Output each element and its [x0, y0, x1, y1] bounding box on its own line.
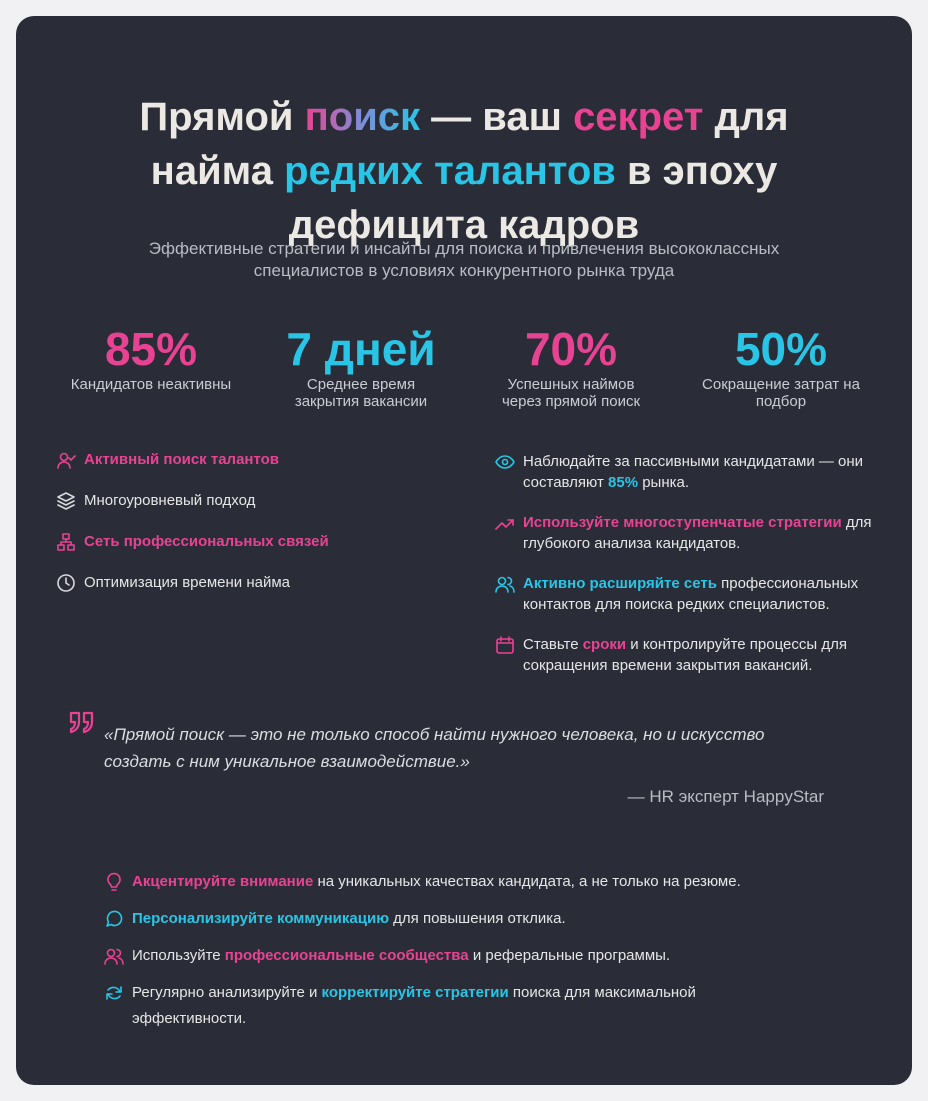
icon: [106, 986, 122, 1000]
item-text: Оптимизация времени найма: [84, 573, 290, 593]
stat-value: 70%: [524, 323, 618, 375]
text: Регулярно анализируйте и: [132, 984, 322, 1001]
text: Наблюдайте за пассивными кандидатами — о…: [523, 453, 864, 491]
stat-value: 7 дней: [286, 323, 436, 375]
item-text: Используйте многоступенчатые стратегии д…: [523, 512, 875, 554]
list-item: Наблюдайте за пассивными кандидатами — о…: [495, 451, 875, 493]
item-text: Акцентируйте внимание на уникальных каче…: [132, 869, 741, 895]
icon: [495, 455, 515, 469]
text: Оптимизация времени найма: [84, 574, 291, 591]
stat: 70% Успешных наймов через прямой поиск: [466, 322, 676, 410]
list-item: Персонализируйте коммуникацию для повыше…: [104, 906, 804, 932]
quote-text: «Прямой поиск — это не только способ най…: [104, 725, 765, 771]
text: и контролируйте процессы для сокращения …: [523, 636, 847, 674]
text: рынка.: [638, 474, 690, 491]
item-text: Многоуровневый подход: [84, 491, 255, 511]
list-item: Многоуровневый подход: [56, 491, 456, 511]
icon: [104, 948, 124, 965]
text: Многоуровневый подход: [84, 492, 256, 509]
title: Прямой поиск — ваш секрет для найма редк…: [104, 90, 824, 252]
icon: [106, 910, 123, 927]
list-item: Используйте многоступенчатые стратегии д…: [495, 512, 875, 554]
stat-label: Среднее время закрытия вакансии: [294, 376, 428, 410]
highlight: Активно расширяйте сеть: [523, 575, 717, 592]
text: — ваш: [420, 95, 574, 139]
text: на уникальных качествах кандидата, а не …: [313, 873, 741, 890]
item-text: Персонализируйте коммуникацию для повыше…: [132, 906, 566, 932]
list-item: Оптимизация времени найма: [56, 573, 456, 593]
stat-label: Кандидатов неактивны: [70, 376, 232, 393]
feature-list: Активный поиск талантов Многоуровневый по…: [56, 450, 456, 614]
stat-label: Успешных наймов через прямой поиск: [501, 376, 641, 410]
icon: [57, 574, 75, 592]
stat-value: 85%: [104, 323, 198, 375]
highlight: профессиональные сообщества: [224, 947, 469, 964]
stat: 85% Кандидатов неактивны: [46, 322, 256, 410]
item-text: Наблюдайте за пассивными кандидатами — о…: [523, 451, 875, 493]
subtitle: Эффективные стратегии и инсайты для поис…: [148, 239, 780, 280]
item-text: Активный поиск талантов: [84, 450, 279, 470]
stat-value: 50%: [734, 323, 828, 375]
icon: [495, 576, 515, 593]
item-text: Сеть профессиональных связей: [84, 532, 329, 552]
item-text: Регулярно анализируйте и корректируйте с…: [132, 980, 804, 1032]
text: профессиональных контактов для поиска ре…: [523, 575, 859, 613]
highlight: Используйте многоступенчатые стратегии: [523, 514, 842, 531]
stat-label: Сокращение затрат на подбор: [702, 376, 860, 410]
highlight: редких талантов: [284, 149, 616, 193]
text: для повышения отклика.: [389, 910, 566, 927]
quote-icon: [69, 711, 94, 734]
list-item: Используйте профессиональные сообщества …: [104, 943, 804, 969]
list-item: Сеть профессиональных связей: [56, 532, 456, 552]
item-text: Активно расширяйте сеть профессиональных…: [523, 573, 875, 615]
highlight: Сеть профессиональных связей: [84, 533, 329, 550]
icon: [57, 492, 75, 510]
stat: 50% Сокращение затрат на подбор: [676, 322, 886, 410]
tips-list: Акцентируйте внимание на уникальных каче…: [104, 869, 804, 1043]
insight-list: Наблюдайте за пассивными кандидатами — о…: [495, 451, 875, 695]
highlight: сроки: [582, 636, 627, 653]
text: поиска для максимальной эффективности.: [132, 984, 696, 1027]
stat: 7 дней Среднее время закрытия вакансии: [256, 322, 466, 410]
text: для найма: [150, 95, 789, 193]
text: в эпоху дефицита кадров: [288, 149, 778, 247]
icon: [57, 533, 75, 551]
highlight: Персонализируйте коммуникацию: [132, 910, 389, 927]
list-item: Акцентируйте внимание на уникальных каче…: [104, 869, 804, 895]
highlight: Активный поиск талантов: [84, 451, 279, 468]
highlight: секрет: [573, 95, 704, 139]
text: Ставьте: [523, 636, 583, 653]
text: для глубокого анализа кандидатов.: [523, 514, 872, 552]
list-item: Ставьте сроки и контролируйте процессы д…: [495, 634, 875, 676]
highlight: 85%: [608, 474, 639, 491]
icon: [495, 519, 514, 530]
icon: [57, 452, 76, 469]
list-item: Регулярно анализируйте и корректируйте с…: [104, 980, 804, 1032]
item-text: Используйте профессиональные сообщества …: [132, 943, 670, 969]
highlight: Акцентируйте внимание: [132, 873, 314, 890]
text: Прямой: [139, 95, 305, 139]
item-text: Ставьте сроки и контролируйте процессы д…: [523, 634, 875, 676]
stats: 85% Кандидатов неактивны 7 дней Среднее вре…: [46, 322, 886, 410]
text: и реферальные программы.: [468, 947, 671, 964]
quote-author: — HR эксперт HappyStar: [627, 787, 824, 806]
list-item: Активно расширяйте сеть профессиональных…: [495, 573, 875, 615]
list-item: Активный поиск талантов: [56, 450, 456, 470]
icon: [107, 872, 121, 891]
icon: [496, 636, 514, 654]
text: Используйте: [132, 947, 225, 964]
highlight: поиск: [304, 95, 421, 139]
highlight: корректируйте стратегии: [321, 984, 509, 1001]
card: Прямой поиск — ваш секрет для найма редк…: [16, 16, 912, 1085]
